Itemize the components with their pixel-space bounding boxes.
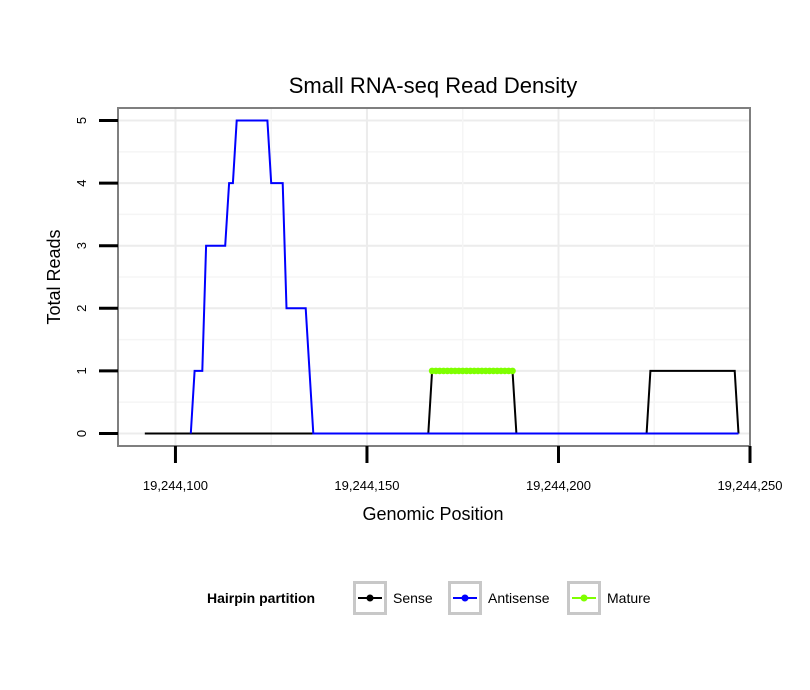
y-tick-label: 1 [74,367,89,374]
legend-label: Mature [607,590,651,606]
series-layer [144,119,740,435]
y-tick-label: 2 [74,305,89,312]
x-tick-label: 19,244,200 [526,478,591,493]
x-tick-label: 19,244,100 [143,478,208,493]
legend-key-point [461,594,469,602]
legend-label: Antisense [488,590,550,606]
legend-entries: Sense Antisense Mature [353,581,651,615]
legend: Hairpin partition Sense Antisense Mature [207,581,651,615]
y-tick-label: 4 [74,179,89,186]
y-tick-label: 3 [74,242,89,249]
mature-point [509,367,516,375]
legend-title: Hairpin partition [207,590,315,606]
y-axis-title: Total Reads [44,229,64,324]
legend-entry-sense: Sense [353,581,433,615]
grid [118,108,751,446]
legend-key-point [366,594,374,602]
y-axis-ticks: 0 1 2 3 4 5 [74,117,118,437]
x-tick-label: 19,244,150 [334,478,399,493]
legend-label: Sense [393,590,433,606]
y-tick-label: 5 [74,117,89,124]
legend-entry-mature: Mature [567,581,651,615]
legend-entry-antisense: Antisense [448,581,550,615]
chart-title: Small RNA-seq Read Density [289,73,578,98]
x-axis-title: Genomic Position [362,504,503,524]
series-line-antisense [189,119,739,435]
x-tick-label: 19,244,250 [717,478,782,493]
y-tick-label: 0 [74,430,89,437]
x-axis-ticks: 19,244,100 19,244,150 19,244,200 19,244,250 [143,446,783,493]
legend-key-point [580,594,588,602]
panel-border [117,107,751,447]
